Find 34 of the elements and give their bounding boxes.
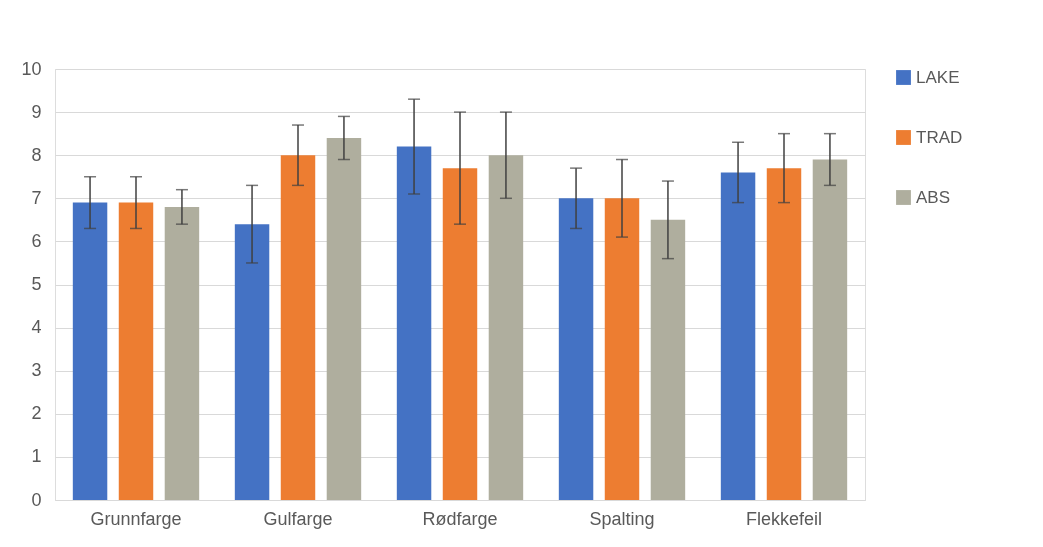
y-tick-label: 0 [31, 489, 42, 510]
y-tick-label: 5 [31, 274, 42, 294]
bar [558, 198, 594, 500]
y-tick-label: 3 [31, 360, 42, 381]
y-tick-label: 1 [31, 446, 42, 467]
x-tick-label: Grunnfarge [90, 508, 182, 529]
bar [118, 202, 154, 500]
bar [650, 219, 686, 500]
legend-label: LAKE [916, 67, 960, 87]
y-tick-label: 7 [31, 187, 42, 208]
bar [164, 206, 200, 500]
bar [396, 146, 432, 500]
legend-label: TRAD [916, 127, 963, 147]
bar [72, 202, 108, 500]
bar [604, 198, 640, 500]
bar [766, 168, 802, 500]
x-tick-label: Rødfarge [422, 508, 498, 529]
bar [812, 159, 848, 500]
bar [326, 137, 362, 500]
y-tick-label: 9 [31, 101, 42, 122]
x-tick-label: Gulfarge [263, 508, 333, 529]
bar [280, 155, 316, 500]
y-tick-label: 4 [31, 317, 42, 338]
bar [488, 155, 524, 500]
y-tick-label: 2 [31, 403, 42, 424]
bar [720, 172, 756, 500]
x-tick-label: Flekkefeil [745, 508, 823, 529]
legend-label: ABS [916, 187, 951, 207]
y-tick-label: 6 [31, 230, 42, 251]
x-tick-label: Spalting [589, 508, 655, 529]
y-tick-label: 8 [31, 144, 42, 165]
bar [234, 224, 270, 500]
y-tick-label: 10 [21, 58, 42, 79]
bar [442, 168, 478, 500]
